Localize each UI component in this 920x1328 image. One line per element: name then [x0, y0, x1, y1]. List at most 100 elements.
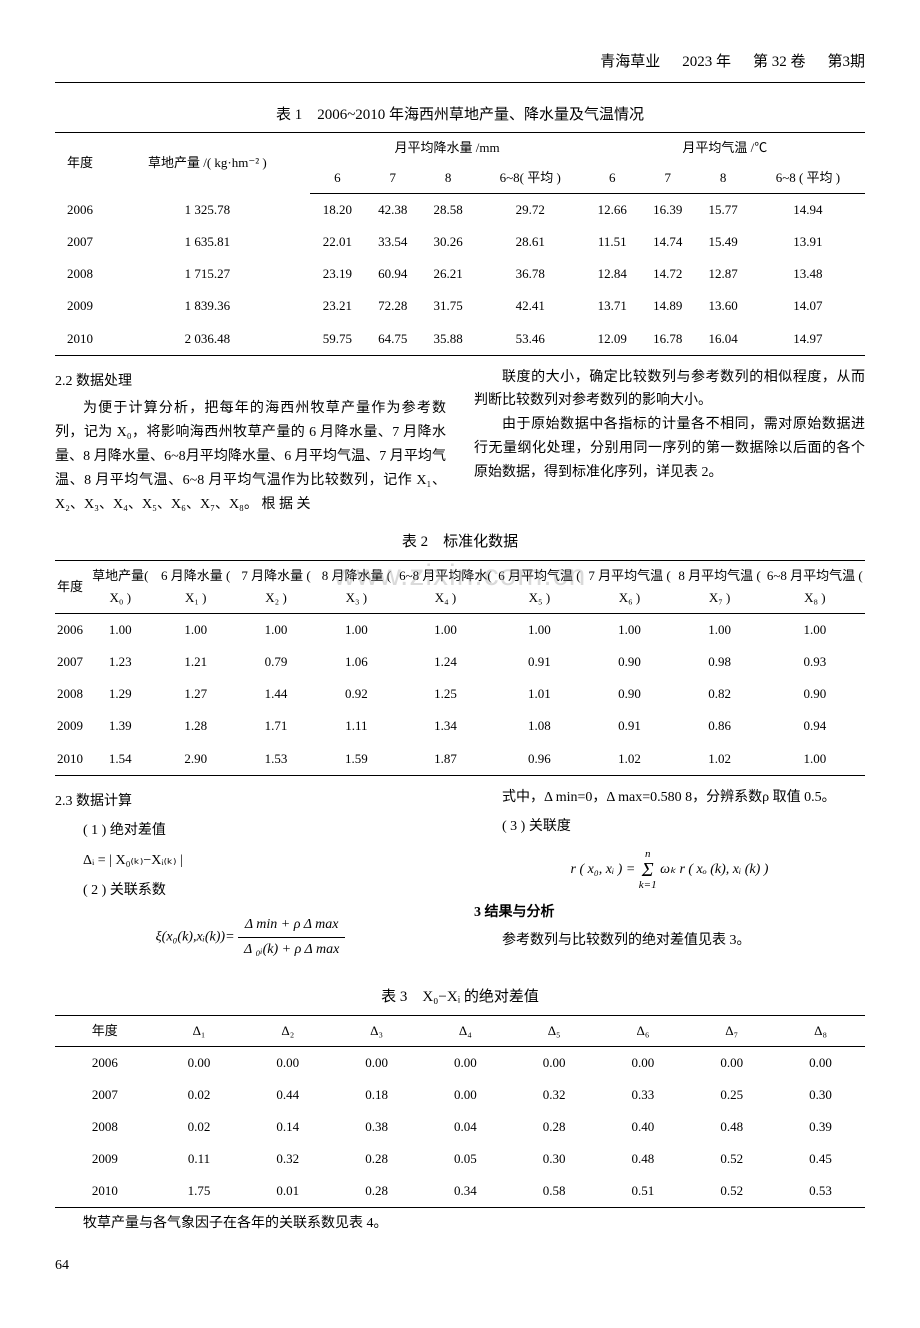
- cell: 0.40: [599, 1111, 688, 1143]
- cell: 2007: [55, 1079, 155, 1111]
- table2: 年度 草地产量( X₀ ) 6 月降水量 ( X₁ ) 7 月降水量 ( X₂ …: [55, 560, 865, 776]
- cell: 0.44: [243, 1079, 332, 1111]
- t1-r6: 6: [310, 163, 365, 194]
- page-number: 64: [55, 1254, 865, 1278]
- cell: 1.34: [397, 710, 495, 742]
- cell: 13.60: [695, 290, 750, 322]
- t3-header: Δ₇: [687, 1015, 776, 1046]
- t2-c1: 6 月降水量 ( X₁ ): [156, 560, 236, 613]
- t3-col-year: 年度: [55, 1015, 155, 1046]
- cell: 0.18: [332, 1079, 421, 1111]
- cell: 0.00: [776, 1046, 865, 1079]
- cell: 1.54: [85, 743, 156, 776]
- cell: 2008: [55, 1111, 155, 1143]
- table-row: 20091 839.3623.2172.2831.7542.4113.7114.…: [55, 290, 865, 322]
- t2-c5: 6 月平均气温 ( X₅ ): [494, 560, 584, 613]
- cell: 28.61: [476, 226, 585, 258]
- t3-header: Δ₆: [599, 1015, 688, 1046]
- cell: 36.78: [476, 258, 585, 290]
- cell: 0.90: [584, 646, 674, 678]
- table-row: 20090.110.320.280.050.300.480.520.45: [55, 1143, 865, 1175]
- xi-denominator: Δ ₀ᵢ(k) + ρ Δ max: [238, 938, 345, 962]
- cell: 0.00: [687, 1046, 776, 1079]
- para-2-2-left: 为便于计算分析，把每年的海西州牧草产量作为参考数列，记为 X₀，将影响海西州牧草…: [55, 397, 446, 516]
- cell: 26.21: [420, 258, 475, 290]
- cell: 1 325.78: [105, 194, 310, 227]
- table-row: 20060.000.000.000.000.000.000.000.00: [55, 1046, 865, 1079]
- formula-xi: ξ(x₀(k),xᵢ(k))= Δ min + ρ Δ max Δ ₀ᵢ(k) …: [55, 913, 446, 962]
- cell: 23.19: [310, 258, 365, 290]
- cell: 0.28: [332, 1143, 421, 1175]
- heading-3: 3 结果与分析: [474, 901, 865, 925]
- cell: 1 839.36: [105, 290, 310, 322]
- cell: 0.00: [155, 1046, 244, 1079]
- t2-c7: 8 月平均气温 ( X₇ ): [675, 560, 765, 613]
- cell: 0.91: [494, 646, 584, 678]
- cell: 0.98: [675, 646, 765, 678]
- cell: 1.28: [156, 710, 236, 742]
- cell: 14.72: [640, 258, 695, 290]
- cell: 0.00: [421, 1079, 510, 1111]
- table-row: 20101.750.010.280.340.580.510.520.53: [55, 1175, 865, 1208]
- table1-caption: 表 1 2006~2010 年海西州草地产量、降水量及气温情况: [55, 103, 865, 129]
- cell: 0.96: [494, 743, 584, 776]
- t3-header: Δ₄: [421, 1015, 510, 1046]
- cell: 0.90: [765, 678, 865, 710]
- cell: 23.21: [310, 290, 365, 322]
- cell: 1.00: [494, 614, 584, 647]
- cell: 0.11: [155, 1143, 244, 1175]
- r-lhs: r ( x₀, xᵢ ) =: [571, 862, 639, 877]
- cell: 1.00: [765, 614, 865, 647]
- cell: 1.29: [85, 678, 156, 710]
- cell: 1.24: [397, 646, 495, 678]
- cell: 15.77: [695, 194, 750, 227]
- cell: 0.52: [687, 1143, 776, 1175]
- t2-c8: 6~8 月平均气温 ( X₈ ): [765, 560, 865, 613]
- cell: 1.44: [236, 678, 316, 710]
- cell: 0.91: [584, 710, 674, 742]
- cell: 12.84: [585, 258, 640, 290]
- cell: 1.00: [85, 614, 156, 647]
- cell: 0.52: [687, 1175, 776, 1208]
- cell: 0.01: [243, 1175, 332, 1208]
- cell: 1.27: [156, 678, 236, 710]
- cell: 2009: [55, 710, 85, 742]
- cell: 1.23: [85, 646, 156, 678]
- cell: 28.58: [420, 194, 475, 227]
- item-1-label: ( 1 ) 绝对差值: [55, 819, 446, 843]
- cell: 0.32: [510, 1079, 599, 1111]
- table-row: 20081.291.271.440.921.251.010.900.820.90: [55, 678, 865, 710]
- cell: 0.14: [243, 1111, 332, 1143]
- cell: 14.94: [751, 194, 865, 227]
- page-header: 青海草业 2023 年 第 32 卷 第3期: [55, 50, 865, 83]
- cell: 42.41: [476, 290, 585, 322]
- cell: 0.02: [155, 1111, 244, 1143]
- t2-c4: 6~8 月平均降水( X₄ ): [397, 560, 495, 613]
- cell: 2009: [55, 1143, 155, 1175]
- para-3: 参考数列与比较数列的绝对差值见表 3。: [474, 929, 865, 953]
- cell: 14.74: [640, 226, 695, 258]
- cell: 64.75: [365, 323, 420, 356]
- cell: 13.48: [751, 258, 865, 290]
- cell: 11.51: [585, 226, 640, 258]
- cell: 2007: [55, 646, 85, 678]
- table-row: 20061 325.7818.2042.3828.5829.7212.6616.…: [55, 194, 865, 227]
- sigma-icon: Σ: [639, 860, 657, 880]
- sum-lower: k=1: [639, 880, 657, 891]
- table-row: 20101.542.901.531.591.870.961.021.021.00: [55, 743, 865, 776]
- cell: 1.00: [236, 614, 316, 647]
- t2-c3: 8 月降水量 ( X₃ ): [316, 560, 396, 613]
- cell: 1.75: [155, 1175, 244, 1208]
- cell: 29.72: [476, 194, 585, 227]
- cell: 2006: [55, 194, 105, 227]
- t1-ravg: 6~8( 平均 ): [476, 163, 585, 194]
- cell: 0.00: [243, 1046, 332, 1079]
- cell: 1 635.81: [105, 226, 310, 258]
- cell: 0.00: [332, 1046, 421, 1079]
- cell: 0.48: [687, 1111, 776, 1143]
- table-row: 20081 715.2723.1960.9426.2136.7812.8414.…: [55, 258, 865, 290]
- cell: 1.11: [316, 710, 396, 742]
- t3-header: Δ₈: [776, 1015, 865, 1046]
- formula-delta: Δᵢ = | X₀₍ₖ₎−Xᵢ₍ₖ₎ |: [55, 849, 446, 873]
- cell: 16.04: [695, 323, 750, 356]
